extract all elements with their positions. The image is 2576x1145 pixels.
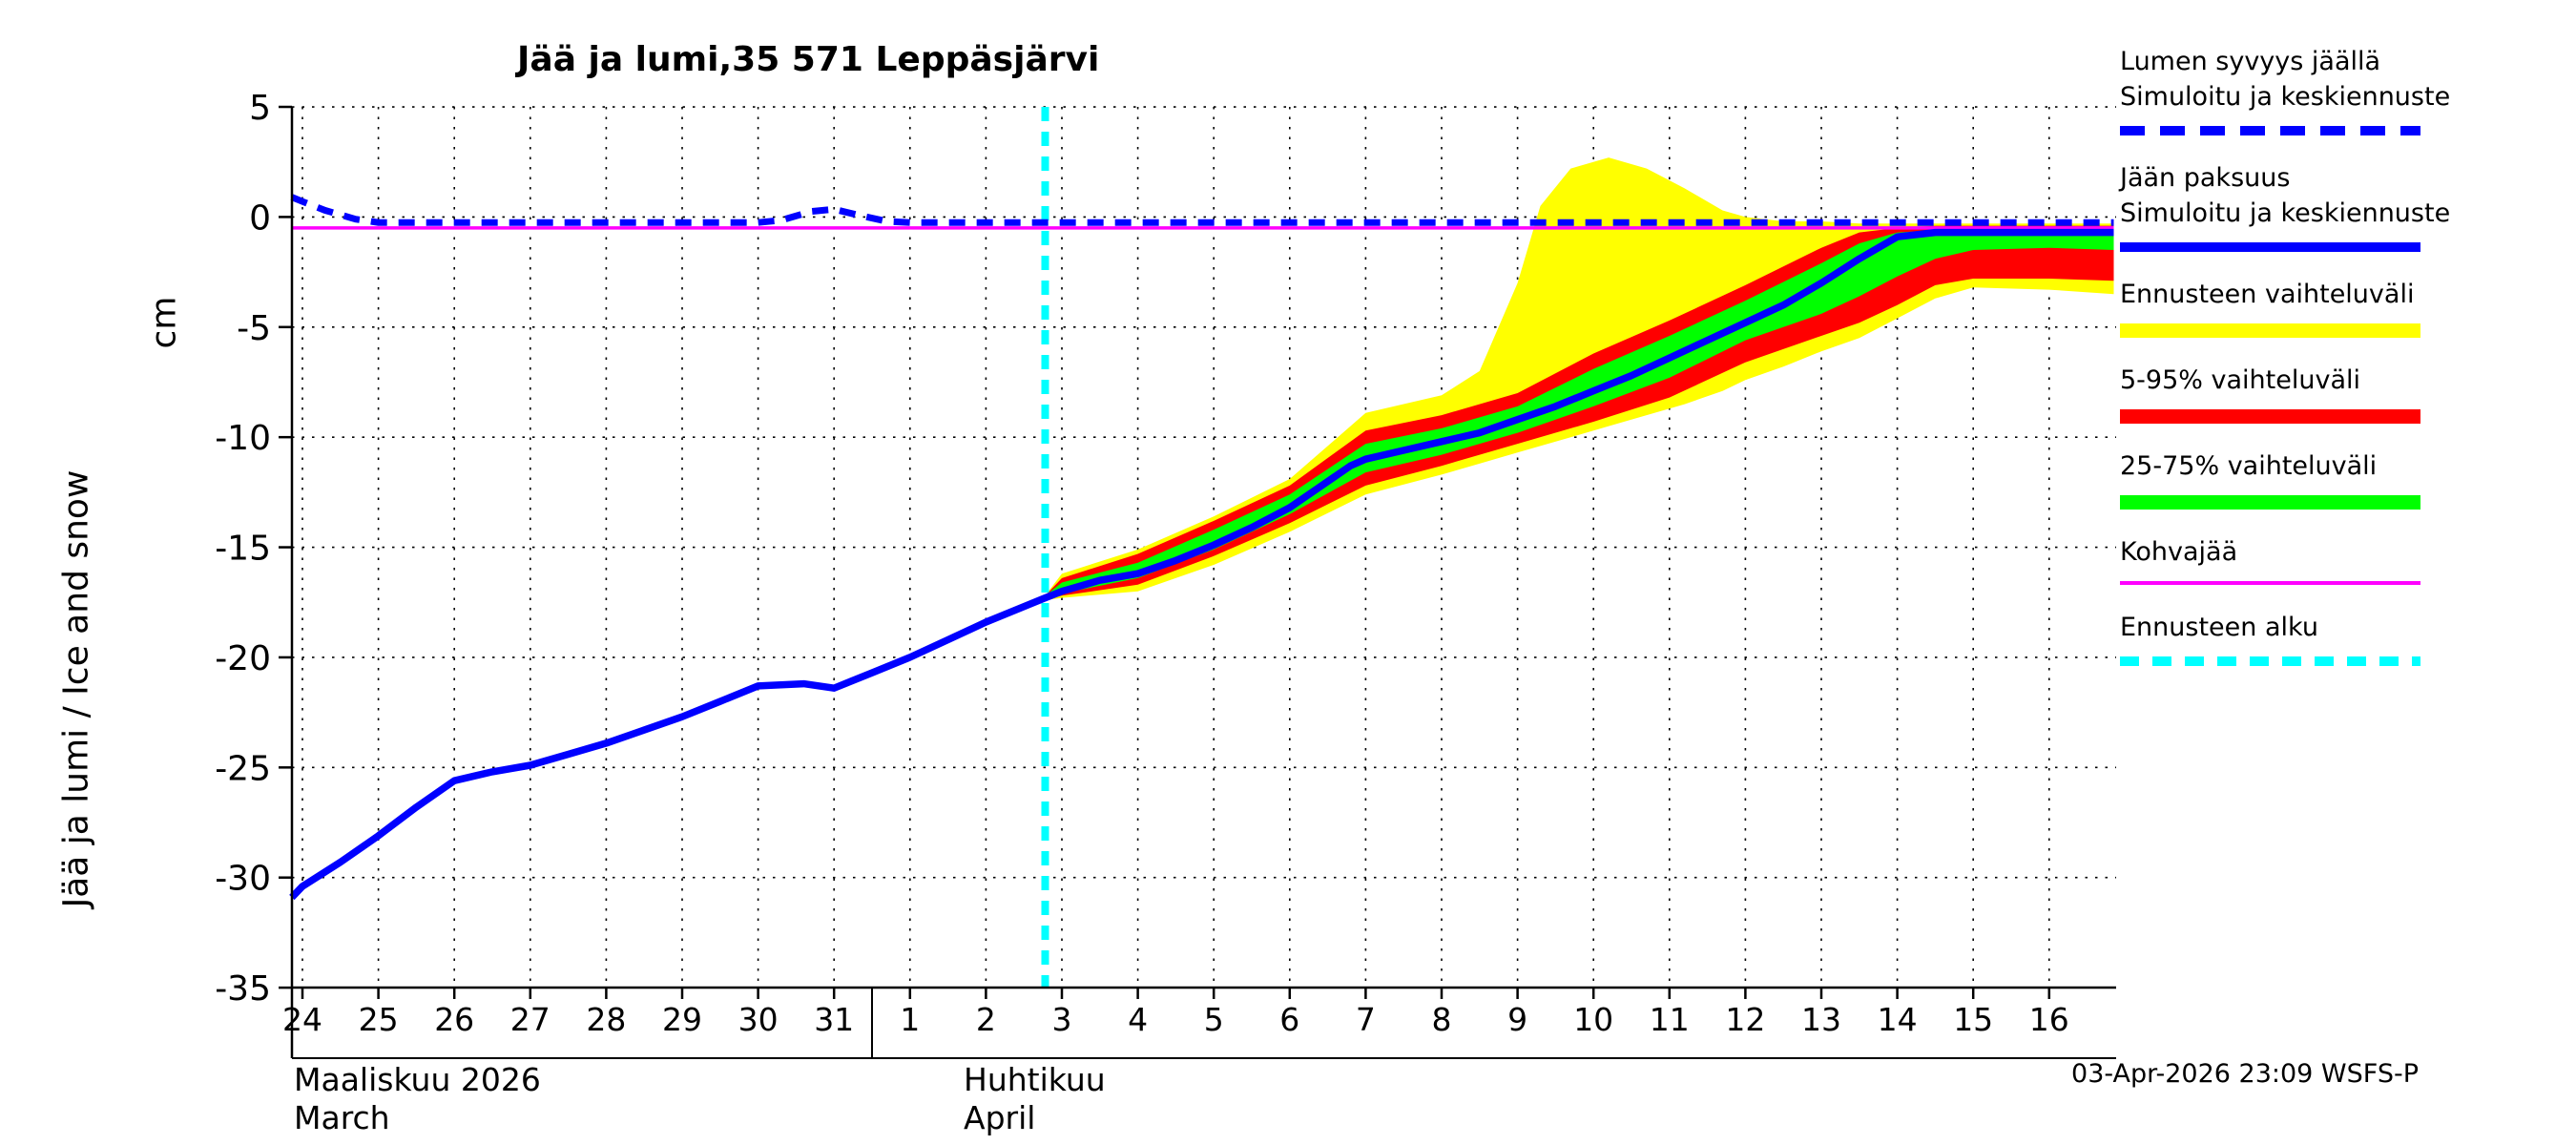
x-tick-label: 30: [738, 1001, 779, 1038]
legend-swatch-snow-depth: [2120, 126, 2420, 135]
legend-swatch-range-25-75: [2120, 495, 2420, 510]
y-axis-label: Jää ja lumi / Ice and snow: [56, 469, 96, 908]
x-tick-label: 27: [510, 1001, 551, 1038]
y-tick-label: -30: [215, 860, 271, 899]
legend-swatch-kohvajaa: [2120, 581, 2420, 585]
x-tick-label: 26: [434, 1001, 474, 1038]
y-tick-label: 0: [249, 198, 271, 238]
band-5-95-range: [1045, 225, 2114, 600]
y-tick-label: -15: [215, 530, 271, 569]
x-tick-label: 15: [1953, 1001, 1993, 1038]
legend-label: Simuloitu ja keskiennuste: [2120, 82, 2451, 112]
legend-swatch-range-5-95: [2120, 409, 2420, 424]
x-tick-label: 24: [282, 1001, 322, 1038]
x-tick-label: 16: [2029, 1001, 2069, 1038]
legend-entry-kohvajaa: Kohvajää: [2120, 534, 2420, 585]
x-tick-label: 8: [1432, 1001, 1452, 1038]
x-tick-label: 1: [900, 1001, 920, 1038]
timestamp: 03-Apr-2026 23:09 WSFS-P: [2071, 1059, 2419, 1089]
legend-entry-forecast-start: Ennusteen alku: [2120, 610, 2420, 666]
ice-thickness-line: [289, 228, 2114, 901]
legend-entry-range-5-95: 5-95% vaihteluväli: [2120, 363, 2420, 424]
legend-label: Simuloitu ja keskiennuste: [2120, 198, 2451, 228]
y-tick-label: -25: [215, 749, 271, 788]
x-tick-label: 13: [1801, 1001, 1841, 1038]
x-axis-month-label-english-april: April: [964, 1099, 1036, 1136]
legend: Lumen syvyys jäällä Simuloitu ja keskienn…: [2120, 44, 2451, 691]
legend-label: 25-75% vaihteluväli: [2120, 451, 2378, 481]
x-tick-label: 31: [814, 1001, 854, 1038]
legend-label: Lumen syvyys jäällä: [2120, 47, 2381, 76]
legend-swatch-ice-thickness: [2120, 242, 2420, 252]
y-tick-label: 5: [249, 89, 271, 128]
x-axis-month-label-english-march: March: [294, 1099, 390, 1136]
legend-label: Kohvajää: [2120, 537, 2238, 567]
band-25-75-range: [1045, 230, 2114, 600]
x-tick-label: 10: [1573, 1001, 1613, 1038]
snow-depth-line: [290, 194, 2114, 226]
y-tick-label: -20: [215, 639, 271, 678]
chart-title: Jää ja lumi,35 571 Leppäsjärvi: [517, 40, 1100, 79]
y-axis-unit-label: cm: [144, 296, 184, 349]
x-tick-label: 3: [1052, 1001, 1072, 1038]
legend-swatch-forecast-range: [2120, 323, 2420, 338]
x-axis-month-label-finnish-april: Huhtikuu: [964, 1061, 1106, 1098]
legend-entry-snow-depth: Lumen syvyys jäällä Simuloitu ja keskienn…: [2120, 44, 2451, 135]
x-tick-label: 4: [1128, 1001, 1148, 1038]
x-axis-month-label-finnish-march: Maaliskuu 2026: [294, 1061, 541, 1098]
x-tick-label: 12: [1725, 1001, 1765, 1038]
x-tick-label: 6: [1279, 1001, 1299, 1038]
x-tick-label: 11: [1650, 1001, 1690, 1038]
x-tick-label: 29: [662, 1001, 702, 1038]
x-tick-label: 28: [586, 1001, 626, 1038]
x-tick-label: 9: [1507, 1001, 1527, 1038]
legend-entry-forecast-range: Ennusteen vaihteluväli: [2120, 277, 2420, 338]
y-tick-label: -10: [215, 419, 271, 458]
legend-label: 5-95% vaihteluväli: [2120, 365, 2360, 395]
legend-entry-ice-thickness: Jään paksuus Simuloitu ja keskiennuste: [2120, 160, 2451, 252]
x-tick-label: 7: [1356, 1001, 1376, 1038]
legend-label: Ennusteen alku: [2120, 613, 2318, 642]
legend-label: Ennusteen vaihteluväli: [2120, 280, 2415, 309]
x-tick-label: 14: [1878, 1001, 1918, 1038]
x-tick-label: 2: [976, 1001, 996, 1038]
legend-label: Jään paksuus: [2120, 163, 2291, 193]
x-tick-label: 5: [1204, 1001, 1224, 1038]
x-tick-label: 25: [359, 1001, 399, 1038]
y-tick-label: -5: [237, 309, 271, 348]
legend-entry-range-25-75: 25-75% vaihteluväli: [2120, 448, 2420, 510]
y-tick-label: -35: [215, 969, 271, 1009]
legend-swatch-forecast-start: [2120, 656, 2420, 666]
